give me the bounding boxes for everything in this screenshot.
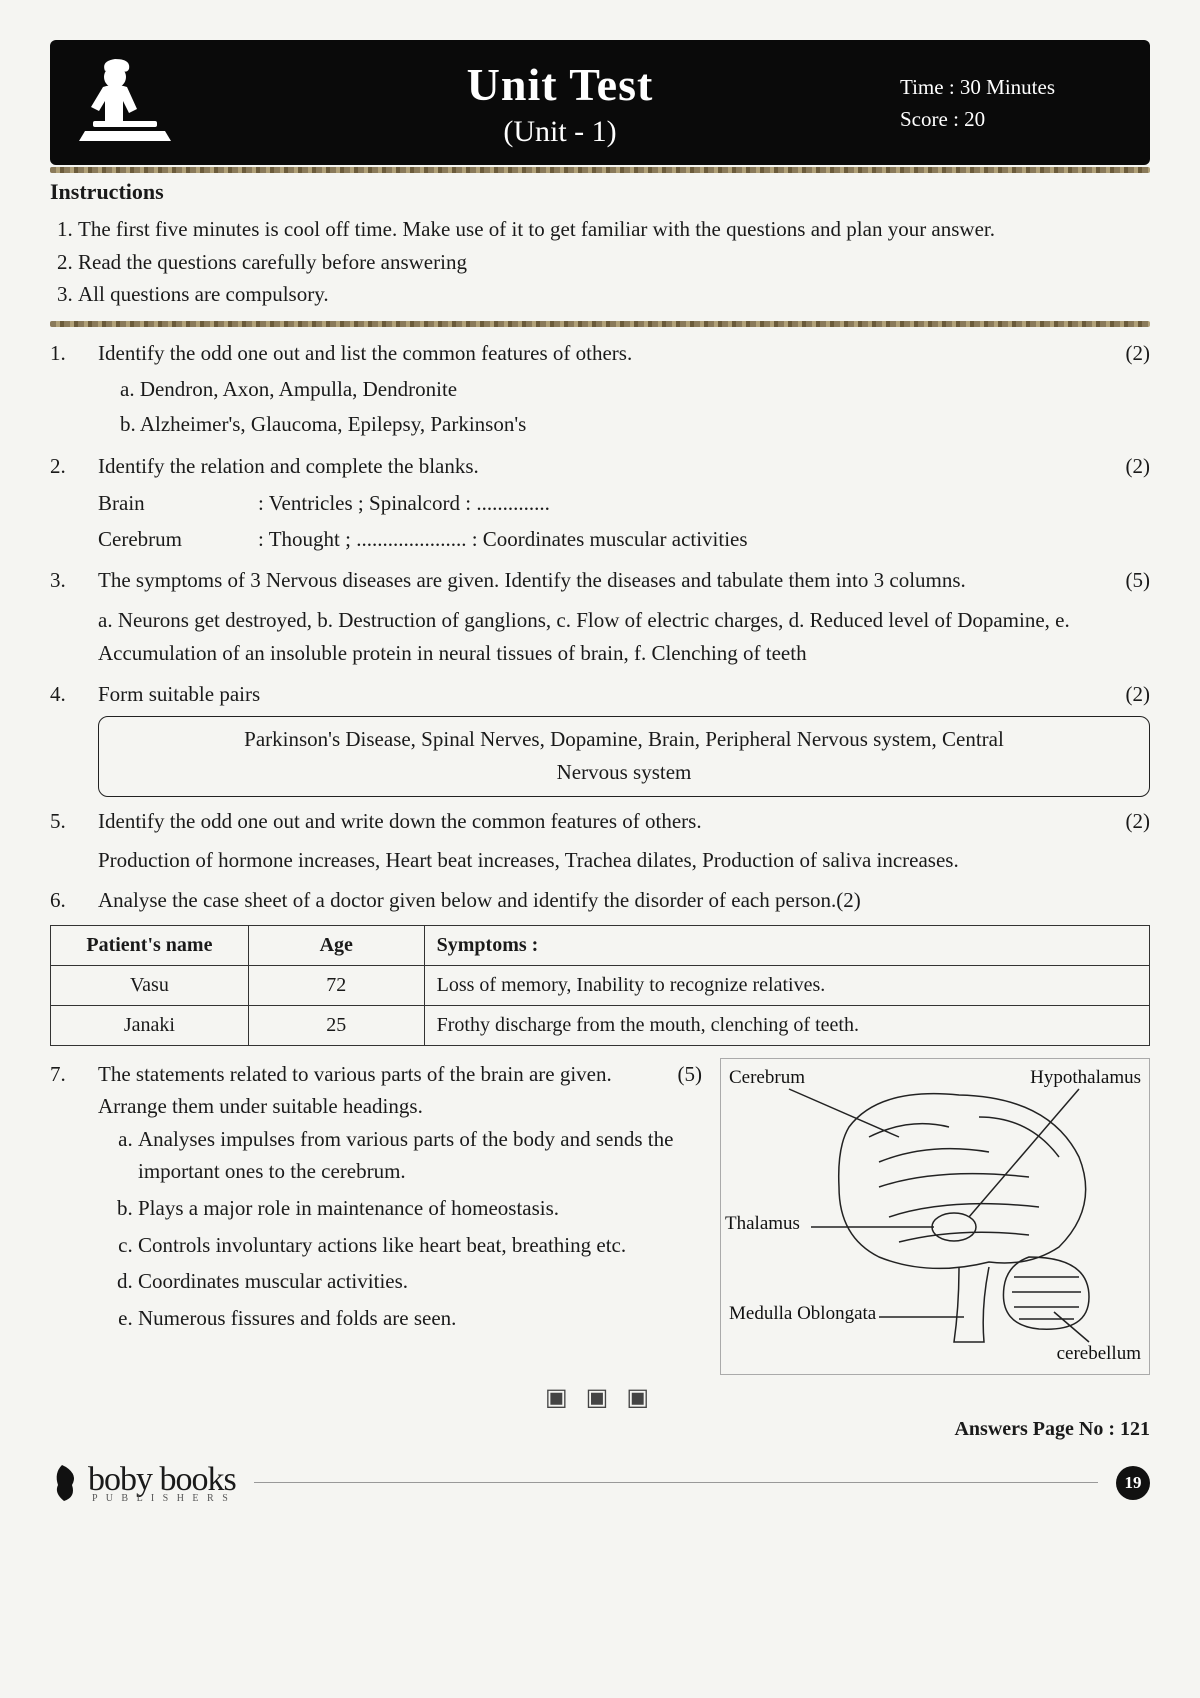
relation-right: : Ventricles ; Spinalcord : ............…	[258, 487, 550, 520]
question-detail: a. Neurons get destroyed, b. Destruction…	[98, 604, 1150, 669]
question-number: 1.	[50, 337, 98, 443]
footer: boby books P U B L I S H E R S 19	[50, 1461, 1150, 1504]
questions-block: 1. Identify the odd one out and list the…	[50, 337, 1150, 1376]
instruction-item: The first five minutes is cool off time.…	[78, 213, 1150, 246]
pair-box-line: Parkinson's Disease, Spinal Nerves, Dopa…	[113, 723, 1135, 756]
relation-left: Brain	[98, 487, 258, 520]
question-prompt: Analyse the case sheet of a doctor given…	[98, 884, 1150, 917]
question-3: 3. The symptoms of 3 Nervous diseases ar…	[50, 564, 1150, 670]
instructions-list: The first five minutes is cool off time.…	[50, 213, 1150, 311]
question-number: 3.	[50, 564, 98, 670]
table-cell: 72	[248, 965, 424, 1005]
q7-sub-item: Plays a major role in maintenance of hom…	[138, 1192, 702, 1225]
brain-label-cerebrum: Cerebrum	[729, 1063, 805, 1092]
question-marks: (5)	[662, 1058, 702, 1123]
question-marks: (2)	[1110, 678, 1150, 711]
table-header: Age	[248, 925, 424, 965]
instructions-heading: Instructions	[50, 179, 1150, 205]
publisher-sub: P U B L I S H E R S	[92, 1493, 236, 1504]
brain-label-hypothalamus: Hypothalamus	[1030, 1063, 1141, 1092]
q7-sub-item: Coordinates muscular activities.	[138, 1265, 702, 1298]
question-2: 2. Identify the relation and complete th…	[50, 450, 1150, 556]
relation-right: : Thought ; ..................... : Coor…	[258, 523, 748, 556]
question-prompt: Identify the relation and complete the b…	[98, 450, 1110, 483]
q7-sub-item: Numerous fissures and folds are seen.	[138, 1302, 702, 1335]
question-number: 4.	[50, 678, 98, 798]
texture-divider	[50, 167, 1150, 173]
table-cell: Vasu	[51, 965, 249, 1005]
question-marks: (2)	[1110, 337, 1150, 370]
question-prompt: The statements related to various parts …	[98, 1058, 662, 1123]
question-4: 4. Form suitable pairs (2) Parkinson's D…	[50, 678, 1150, 798]
q7-sub-item: Controls involuntary actions like heart …	[138, 1229, 702, 1262]
question-5: 5. Identify the odd one out and write do…	[50, 805, 1150, 876]
relation-left: Cerebrum	[98, 523, 258, 556]
table-row: Janaki 25 Frothy discharge from the mout…	[51, 1005, 1150, 1045]
table-cell: Janaki	[51, 1005, 249, 1045]
publisher-logo-icon	[50, 1463, 80, 1503]
publisher-block: boby books P U B L I S H E R S	[50, 1461, 236, 1504]
question-detail: Production of hormone increases, Heart b…	[98, 844, 1150, 877]
case-sheet-table: Patient's name Age Symptoms : Vasu 72 Lo…	[50, 925, 1150, 1046]
brain-label-thalamus: Thalamus	[725, 1209, 800, 1238]
answers-reference: Answers Page No : 121	[50, 1418, 1150, 1441]
question-number: 6.	[50, 884, 98, 917]
question-1: 1. Identify the odd one out and list the…	[50, 337, 1150, 443]
decorative-squares-icon: ▣ ▣ ▣	[50, 1383, 1150, 1412]
score-label: Score : 20	[900, 104, 1120, 136]
footer-rule	[254, 1482, 1098, 1483]
page-number: 19	[1116, 1466, 1150, 1500]
question-number: 2.	[50, 450, 98, 556]
question-number: 5.	[50, 805, 98, 876]
texture-divider	[50, 321, 1150, 327]
table-header: Symptoms :	[424, 925, 1149, 965]
question-option: a. Dendron, Axon, Ampulla, Dendronite	[120, 373, 1150, 406]
page-title: Unit Test	[220, 58, 900, 111]
pair-box-line: Nervous system	[113, 756, 1135, 789]
question-6: 6. Analyse the case sheet of a doctor gi…	[50, 884, 1150, 917]
instruction-item: Read the questions carefully before answ…	[78, 246, 1150, 279]
q7-sub-item: Analyses impulses from various parts of …	[138, 1123, 702, 1188]
banner-title-block: Unit Test (Unit - 1)	[180, 58, 900, 149]
question-marks: (2)	[1110, 805, 1150, 838]
question-prompt: Identify the odd one out and write down …	[98, 805, 1110, 838]
brain-diagram: Cerebrum Hypothalamus Thalamus Medulla O…	[720, 1058, 1150, 1375]
question-prompt: The symptoms of 3 Nervous diseases are g…	[98, 564, 1110, 597]
time-label: Time : 30 Minutes	[900, 72, 1120, 104]
question-marks: (2)	[1110, 450, 1150, 483]
header-banner: Unit Test (Unit - 1) Time : 30 Minutes S…	[50, 40, 1150, 165]
pair-box: Parkinson's Disease, Spinal Nerves, Dopa…	[98, 716, 1150, 797]
question-number: 7.	[50, 1058, 98, 1375]
question-marks: (5)	[1110, 564, 1150, 597]
question-7: 7. The statements related to various par…	[50, 1058, 1150, 1375]
table-cell: Frothy discharge from the mouth, clenchi…	[424, 1005, 1149, 1045]
table-header: Patient's name	[51, 925, 249, 965]
question-option: b. Alzheimer's, Glaucoma, Epilepsy, Park…	[120, 408, 1150, 441]
instruction-item: All questions are compulsory.	[78, 278, 1150, 311]
q7-text: The statements related to various parts …	[98, 1058, 702, 1375]
table-cell: Loss of memory, Inability to recognize r…	[424, 965, 1149, 1005]
brain-label-medulla: Medulla Oblongata	[729, 1299, 876, 1328]
brain-label-cerebellum: cerebellum	[1057, 1339, 1141, 1368]
question-prompt: Form suitable pairs	[98, 678, 1110, 711]
table-cell: 25	[248, 1005, 424, 1045]
table-row: Vasu 72 Loss of memory, Inability to rec…	[51, 965, 1150, 1005]
q7-sub-list: Analyses impulses from various parts of …	[98, 1123, 702, 1334]
student-silhouette-icon	[70, 59, 180, 149]
question-prompt: Identify the odd one out and list the co…	[98, 337, 1110, 370]
page-subtitle: (Unit - 1)	[220, 115, 900, 149]
banner-meta: Time : 30 Minutes Score : 20	[900, 72, 1120, 135]
